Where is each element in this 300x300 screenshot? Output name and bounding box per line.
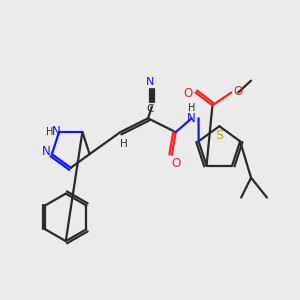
Text: N: N [187,112,196,125]
Text: N: N [146,76,154,87]
Text: O: O [171,158,180,170]
Text: H: H [46,127,54,137]
Text: H: H [188,103,195,113]
Text: C: C [146,104,154,114]
Text: N: N [42,145,50,158]
Text: H: H [120,139,128,149]
Text: O: O [234,85,243,98]
Text: O: O [183,87,192,100]
Text: N: N [52,125,61,139]
Text: S: S [215,129,223,142]
